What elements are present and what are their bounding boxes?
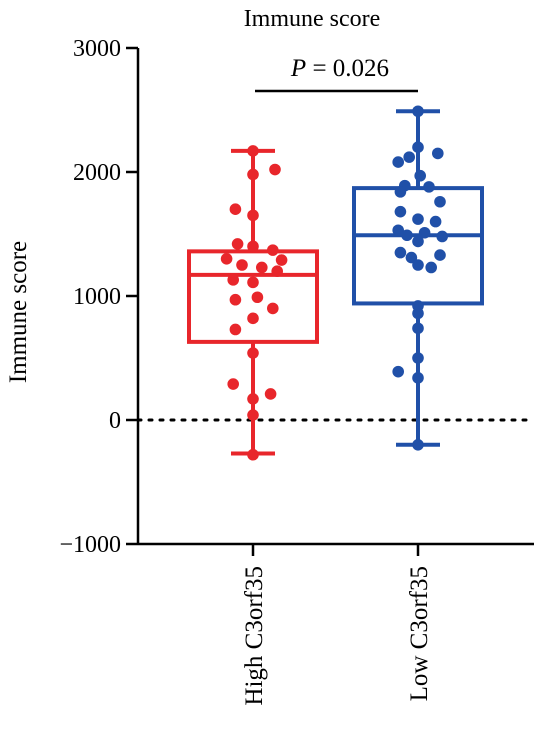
data-point (423, 181, 435, 193)
data-point (267, 302, 279, 315)
data-point (434, 195, 446, 208)
data-point (429, 215, 442, 228)
data-point (236, 259, 248, 271)
data-point (229, 293, 242, 306)
data-point (247, 145, 259, 157)
data-point (412, 141, 424, 153)
y-axis-label: Immune score (5, 241, 32, 383)
data-point (414, 169, 427, 182)
data-point (247, 312, 259, 325)
data-point (275, 254, 288, 266)
x-tick-label: Low C3orf35 (406, 566, 433, 701)
data-point (247, 393, 259, 405)
data-point (229, 323, 242, 336)
data-point (220, 252, 233, 265)
data-point (394, 186, 407, 198)
data-point (412, 235, 424, 248)
data-point (392, 156, 405, 168)
axes: −1000 0 1000 2000 3000 High C3orf35 Low C3orf3… (59, 36, 534, 706)
data-point (269, 163, 281, 176)
data-point (412, 307, 424, 320)
data-point (394, 246, 407, 259)
data-point (227, 274, 239, 286)
data-point (436, 230, 449, 243)
y-tick-label: 1000 (73, 284, 121, 310)
data-point (412, 105, 424, 118)
p-value-text: = 0.026 (306, 55, 389, 82)
data-point (247, 209, 259, 222)
data-point (247, 448, 259, 461)
data-point (267, 244, 279, 256)
y-tick-label: −1000 (59, 532, 121, 558)
data-point (394, 205, 407, 218)
data-point (392, 224, 405, 237)
data-point (247, 347, 259, 359)
data-point (412, 259, 424, 271)
data-point (251, 291, 264, 304)
y-tick-label: 0 (109, 408, 121, 434)
box-group-2 (352, 105, 484, 451)
data-point (392, 365, 405, 378)
data-point (412, 439, 424, 451)
data-point (412, 352, 424, 364)
data-point (247, 240, 259, 253)
data-point (434, 249, 446, 261)
data-point (247, 409, 259, 421)
data-point (432, 147, 444, 160)
data-point (264, 388, 277, 400)
p-value-annotation: P = 0.026 (290, 55, 389, 82)
data-point (412, 372, 424, 384)
data-point (418, 226, 431, 239)
data-point (405, 251, 418, 264)
p-value-prefix: P (290, 55, 306, 82)
data-point (227, 378, 239, 390)
y-tick-label: 2000 (73, 160, 121, 186)
plot-area (136, 105, 534, 461)
chart-title: Immune score (244, 6, 381, 32)
data-point (247, 168, 259, 181)
data-point (247, 276, 259, 289)
data-point (271, 265, 284, 278)
data-point (255, 261, 268, 274)
x-tick-label: High C3orf35 (241, 566, 268, 706)
data-point (229, 203, 242, 215)
data-point (425, 261, 438, 274)
data-point (412, 322, 424, 335)
data-point (231, 238, 244, 250)
y-tick-label: 3000 (73, 36, 121, 62)
box-group-1 (187, 145, 319, 461)
data-point (403, 151, 416, 163)
data-point (412, 213, 424, 225)
data-point (401, 229, 413, 242)
